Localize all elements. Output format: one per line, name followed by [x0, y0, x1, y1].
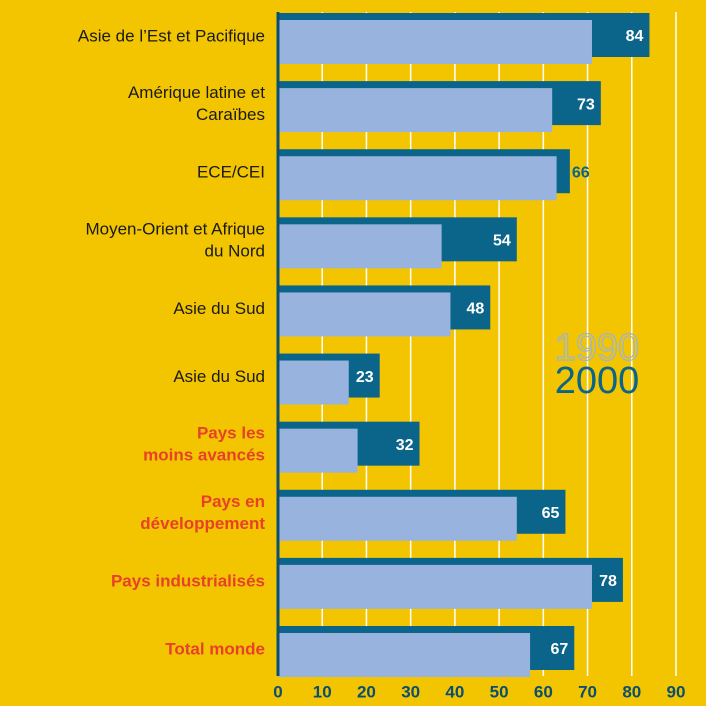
data-label: 73: [577, 96, 595, 113]
data-label: 67: [550, 641, 568, 658]
category-label: Pays les moins avancés: [143, 424, 265, 465]
data-label: 84: [626, 28, 644, 45]
bar: [278, 156, 557, 201]
bar: [278, 428, 358, 473]
x-tick-label: 10: [313, 682, 332, 701]
x-tick-label: 40: [445, 682, 464, 701]
x-tick-label: 60: [534, 682, 553, 701]
data-label: 23: [356, 369, 374, 386]
data-label: 65: [542, 505, 560, 522]
data-label: 66: [572, 164, 590, 181]
category-label: Moyen-Orient et Afrique du Nord: [85, 220, 265, 261]
category-label: Pays en développement: [140, 492, 265, 533]
x-tick-label: 30: [401, 682, 420, 701]
category-label: Amérique latine et Caraïbes: [128, 84, 265, 125]
bar: [278, 496, 517, 541]
category-label: Asie du Sud: [173, 299, 265, 318]
x-tick-label: 90: [667, 682, 686, 701]
bar: [278, 564, 592, 609]
x-tick-label: 80: [622, 682, 641, 701]
x-tick-label: 0: [273, 682, 282, 701]
data-label: 78: [599, 573, 617, 590]
legend-label: 1990: [555, 327, 640, 369]
category-label: ECE/CEI: [197, 163, 265, 182]
x-tick-label: 70: [578, 682, 597, 701]
bar: [278, 20, 592, 64]
data-label: 32: [396, 437, 414, 454]
bar: [278, 224, 442, 269]
data-label: 54: [493, 233, 511, 250]
legend-label: 2000: [555, 360, 640, 402]
bar: [278, 633, 531, 677]
x-tick-label: 50: [490, 682, 509, 701]
category-label: Asie du Sud: [173, 367, 265, 386]
category-label: Asie de l’Est et Pacifique: [78, 26, 265, 45]
category-label: Total monde: [165, 639, 265, 658]
data-label: 48: [466, 301, 484, 318]
bar: [278, 88, 553, 133]
category-label: Pays industrialisés: [111, 571, 265, 590]
bar: [278, 292, 451, 337]
x-tick-label: 20: [357, 682, 376, 701]
bar: [278, 360, 349, 405]
